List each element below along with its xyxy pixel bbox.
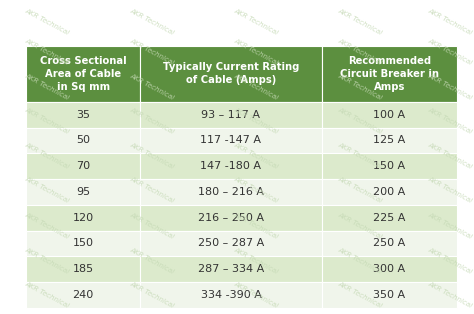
Text: AKR Technical: AKR Technical <box>233 212 279 240</box>
Bar <box>140 282 321 308</box>
Text: AKR Technical: AKR Technical <box>427 246 474 275</box>
Text: 93 – 117 A: 93 – 117 A <box>201 110 260 120</box>
Text: 117 -147 A: 117 -147 A <box>201 136 262 145</box>
Bar <box>140 46 321 102</box>
Bar <box>140 179 321 205</box>
Bar <box>26 102 140 127</box>
Text: AKR Technical: AKR Technical <box>427 281 474 309</box>
Text: 334 -390 A: 334 -390 A <box>201 290 261 300</box>
Text: AKR Technical: AKR Technical <box>337 8 383 36</box>
Text: AKR Technical: AKR Technical <box>337 107 383 135</box>
Text: AKR Technical: AKR Technical <box>24 212 71 240</box>
Bar <box>321 46 457 102</box>
Text: 225 A: 225 A <box>374 213 406 223</box>
Text: AKR Technical: AKR Technical <box>337 246 383 275</box>
Text: AKR Technical: AKR Technical <box>427 38 474 66</box>
Text: AKR Technical: AKR Technical <box>427 107 474 135</box>
Text: 100 A: 100 A <box>374 110 406 120</box>
Bar <box>26 205 140 230</box>
Text: AKR Technical: AKR Technical <box>128 176 175 204</box>
Bar <box>26 153 140 179</box>
Text: 150: 150 <box>73 238 94 248</box>
Bar <box>140 102 321 127</box>
Bar <box>321 205 457 230</box>
Text: AKR Technical: AKR Technical <box>24 72 71 100</box>
Text: AKR Technical: AKR Technical <box>233 72 279 100</box>
Text: Typically Current Rating
of Cable (Amps): Typically Current Rating of Cable (Amps) <box>163 62 299 85</box>
Text: Cross Sectional
Area of Cable
in Sq mm: Cross Sectional Area of Cable in Sq mm <box>40 56 127 91</box>
Bar <box>26 282 140 308</box>
Text: AKR Technical: AKR Technical <box>233 176 279 204</box>
Text: 147 -180 A: 147 -180 A <box>201 161 262 171</box>
Bar <box>26 127 140 153</box>
Bar <box>321 153 457 179</box>
Bar <box>26 230 140 256</box>
Bar <box>140 127 321 153</box>
Text: AKR Technical: AKR Technical <box>337 141 383 170</box>
Text: AKR Technical: AKR Technical <box>128 212 175 240</box>
Text: 180 – 216 A: 180 – 216 A <box>198 187 264 197</box>
Bar <box>140 205 321 230</box>
Bar <box>26 46 140 102</box>
Text: AKR Technical: AKR Technical <box>233 107 279 135</box>
Text: AKR Technical: AKR Technical <box>24 246 71 275</box>
Text: AKR Technical: AKR Technical <box>233 8 279 36</box>
Text: AKR Technical: AKR Technical <box>128 246 175 275</box>
Text: AKR Technical: AKR Technical <box>233 281 279 309</box>
Text: AKR Technical: AKR Technical <box>337 176 383 204</box>
Text: AKR Technical: AKR Technical <box>337 72 383 100</box>
Text: 185: 185 <box>73 264 94 274</box>
Text: 350 A: 350 A <box>374 290 406 300</box>
Text: AKR Technical: AKR Technical <box>24 281 71 309</box>
Bar <box>321 127 457 153</box>
Text: AKR Technical: AKR Technical <box>427 8 474 36</box>
Text: AKR Technical: AKR Technical <box>128 8 175 36</box>
Text: AKR Technical: AKR Technical <box>427 212 474 240</box>
Text: 300 A: 300 A <box>374 264 406 274</box>
Text: AKR Technical: AKR Technical <box>24 8 71 36</box>
Bar <box>321 282 457 308</box>
Text: 216 – 250 A: 216 – 250 A <box>198 213 264 223</box>
Text: 240: 240 <box>73 290 94 300</box>
Text: 287 – 334 A: 287 – 334 A <box>198 264 264 274</box>
Bar <box>321 230 457 256</box>
Text: 250 A: 250 A <box>374 238 406 248</box>
Text: 95: 95 <box>76 187 90 197</box>
Text: AKR Technical: AKR Technical <box>427 176 474 204</box>
Text: AKR Technical: AKR Technical <box>337 281 383 309</box>
Text: AKR Technical: AKR Technical <box>128 141 175 170</box>
Text: AKR Technical: AKR Technical <box>233 141 279 170</box>
Bar <box>26 179 140 205</box>
Text: 70: 70 <box>76 161 90 171</box>
Text: 35: 35 <box>76 110 90 120</box>
Text: 120: 120 <box>73 213 94 223</box>
Text: AKR Technical: AKR Technical <box>233 246 279 275</box>
Text: AKR Technical: AKR Technical <box>24 38 71 66</box>
Text: AKR Technical: AKR Technical <box>427 141 474 170</box>
Text: AKR Technical: AKR Technical <box>128 72 175 100</box>
Bar <box>140 230 321 256</box>
Text: AKR Technical: AKR Technical <box>337 38 383 66</box>
Bar <box>321 179 457 205</box>
Text: AKR Technical: AKR Technical <box>128 281 175 309</box>
Bar <box>140 153 321 179</box>
Text: AKR Technical: AKR Technical <box>233 38 279 66</box>
Text: AKR Technical: AKR Technical <box>24 176 71 204</box>
Bar <box>26 256 140 282</box>
Text: AKR Technical: AKR Technical <box>24 107 71 135</box>
Text: 125 A: 125 A <box>374 136 406 145</box>
Text: AKR Technical: AKR Technical <box>24 141 71 170</box>
Bar <box>321 256 457 282</box>
Text: 200 A: 200 A <box>374 187 406 197</box>
Text: Recommended
Circuit Breaker in
Amps: Recommended Circuit Breaker in Amps <box>340 56 439 91</box>
Bar <box>140 256 321 282</box>
Text: AKR Technical: AKR Technical <box>128 38 175 66</box>
Text: 150 A: 150 A <box>374 161 406 171</box>
Bar <box>321 102 457 127</box>
Text: AKR Technical: AKR Technical <box>128 107 175 135</box>
Text: 250 – 287 A: 250 – 287 A <box>198 238 264 248</box>
Text: AKR Technical: AKR Technical <box>337 212 383 240</box>
Text: AKR Technical: AKR Technical <box>427 72 474 100</box>
Text: 50: 50 <box>76 136 90 145</box>
